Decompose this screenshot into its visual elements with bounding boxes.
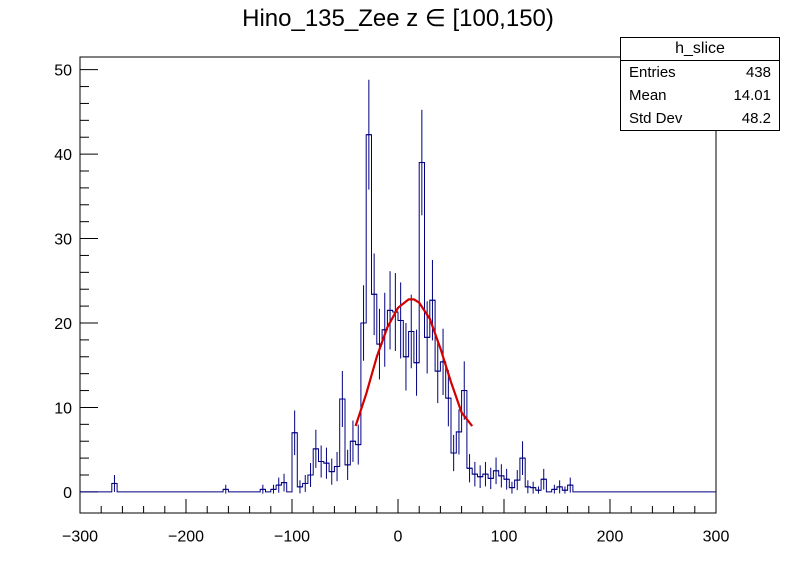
y-tick-label: 20 — [54, 316, 72, 333]
x-tick-label: 100 — [491, 528, 518, 545]
y-tick-label: 50 — [54, 63, 72, 80]
x-tick-label: 300 — [703, 528, 730, 545]
stats-value-mean: 14.01 — [733, 87, 771, 104]
stats-row-entries: Entries 438 — [621, 61, 779, 84]
x-tick-label: −100 — [274, 528, 310, 545]
x-tick-label: 200 — [597, 528, 624, 545]
stats-label-entries: Entries — [629, 64, 676, 81]
x-tick-label: 0 — [394, 528, 403, 545]
stats-box-title: h_slice — [621, 38, 779, 61]
stats-label-stddev: Std Dev — [629, 110, 683, 127]
y-tick-label: 40 — [54, 147, 72, 164]
stats-value-entries: 438 — [745, 64, 771, 81]
y-tick-label: 0 — [63, 485, 72, 502]
y-tick-label: 10 — [54, 400, 72, 417]
y-tick-label: 30 — [54, 232, 72, 249]
stats-row-stddev: Std Dev 48.2 — [621, 107, 779, 130]
stats-row-mean: Mean 14.01 — [621, 84, 779, 107]
histogram-outline — [80, 134, 716, 493]
chart-title: Hino_135_Zee z ∈ [100,150) — [242, 5, 554, 32]
x-tick-label: −300 — [62, 528, 98, 545]
stats-box: h_slice Entries 438 Mean 14.01 Std Dev 4… — [620, 37, 780, 131]
stats-value-stddev: 48.2 — [741, 110, 771, 127]
fit-curve — [354, 298, 474, 427]
stats-label-mean: Mean — [629, 87, 667, 104]
x-tick-label: −200 — [168, 528, 204, 545]
